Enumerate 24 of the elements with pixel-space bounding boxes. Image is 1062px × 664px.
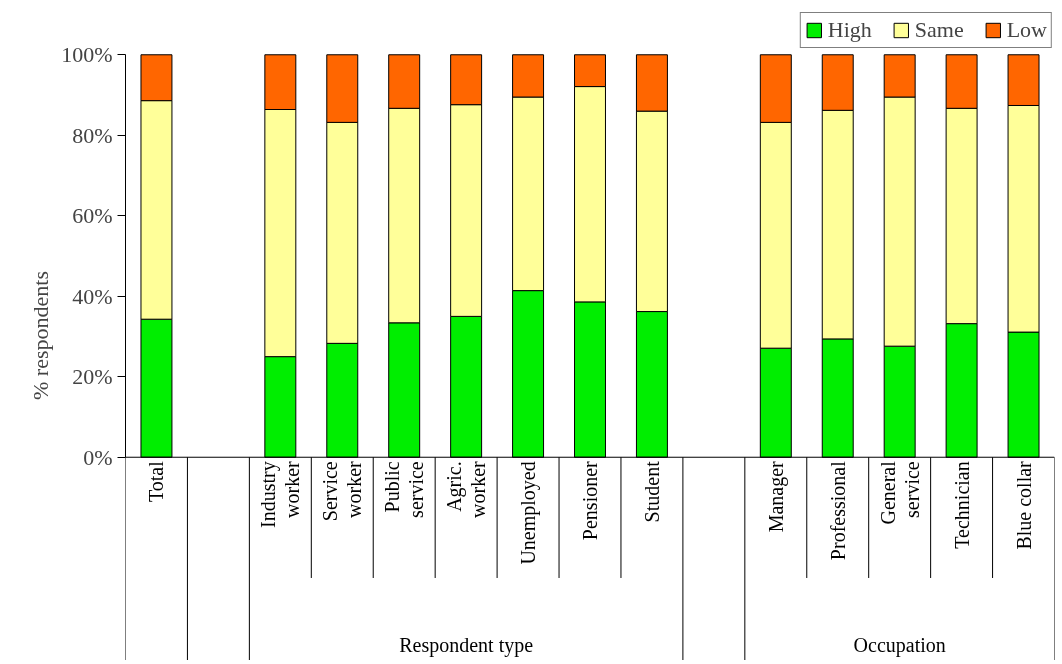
- legend-label: High: [827, 17, 872, 43]
- x-tick-label: Unemployed: [517, 461, 541, 565]
- x-tick-label: Technician: [950, 461, 973, 549]
- x-tick-label: Public service: [381, 461, 428, 518]
- y-tick-label: 0%: [83, 444, 113, 470]
- legend-label: Same: [914, 17, 964, 43]
- x-tick-label: Student: [640, 460, 663, 523]
- x-tick-label: Total: [145, 460, 168, 503]
- y-tick-label: 80%: [72, 122, 113, 148]
- x-tick-label: Agric. worker: [443, 460, 490, 518]
- x-tick-label: Pensioner: [579, 460, 601, 541]
- text: Occupation: [853, 634, 946, 658]
- x-tick-label: Industry worker: [257, 460, 304, 528]
- legend-label: Low: [1006, 17, 1047, 43]
- x-tick-label: Professional: [826, 460, 849, 561]
- y-tick-label: 60%: [72, 203, 113, 229]
- y-axis-title: % respondents: [28, 271, 54, 400]
- y-tick-label: 100%: [61, 42, 113, 68]
- text: Respondent type: [399, 634, 534, 658]
- y-tick-label: 20%: [72, 364, 113, 390]
- x-tick-label: Blue collar: [1012, 460, 1035, 550]
- x-tick-label: General service: [876, 460, 923, 525]
- x-tick-label: Manager: [764, 460, 788, 533]
- y-tick-label: 40%: [72, 283, 113, 309]
